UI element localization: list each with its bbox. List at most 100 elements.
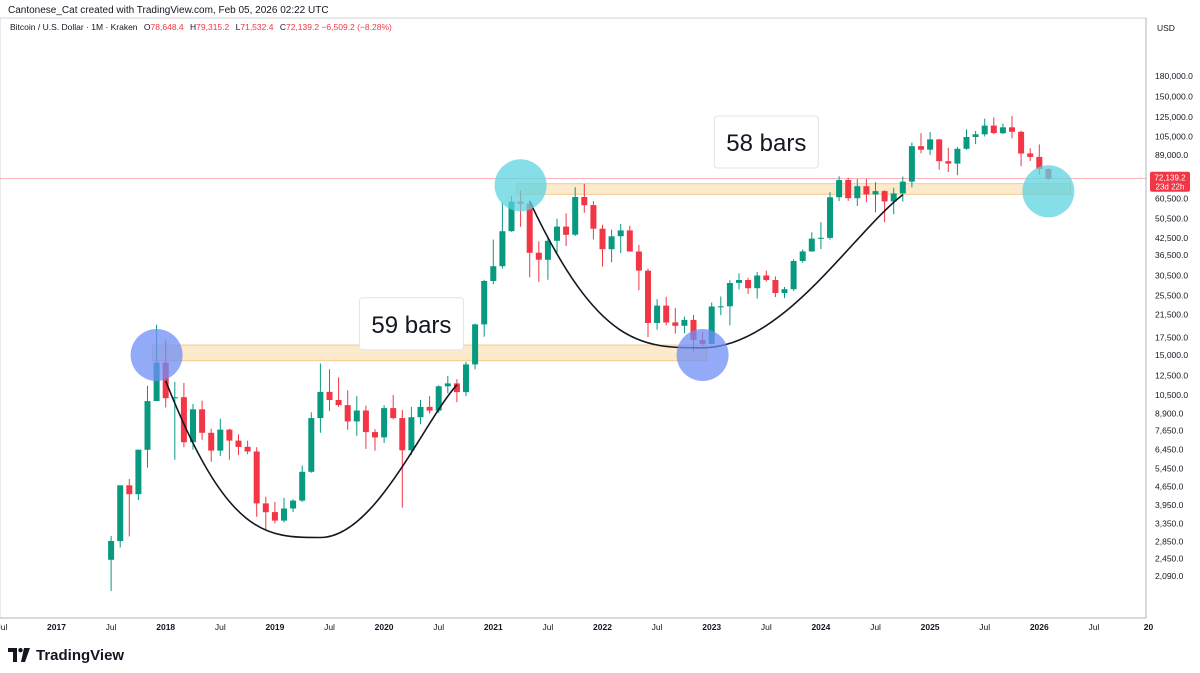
candle-body[interactable]: [772, 280, 779, 293]
candle-body[interactable]: [754, 275, 761, 289]
candle-body[interactable]: [927, 139, 934, 150]
candle-body[interactable]: [117, 485, 124, 542]
candle-body[interactable]: [508, 201, 515, 232]
candle-body[interactable]: [799, 251, 806, 261]
candle-body[interactable]: [1018, 131, 1025, 154]
candle-body[interactable]: [190, 409, 196, 443]
candle-body[interactable]: [590, 205, 597, 229]
candle-body[interactable]: [908, 146, 915, 182]
candle-body[interactable]: [617, 230, 624, 237]
candle-body[interactable]: [299, 471, 306, 501]
candle-body[interactable]: [490, 266, 497, 281]
candle-body[interactable]: [217, 429, 224, 451]
candle-body[interactable]: [745, 280, 752, 289]
candle-body[interactable]: [262, 503, 269, 513]
candle-body[interactable]: [635, 251, 642, 271]
candle-body[interactable]: [645, 270, 651, 323]
candle-body[interactable]: [344, 405, 351, 422]
candle-body[interactable]: [681, 319, 688, 326]
bars-count-callout[interactable]: 59 bars: [358, 297, 464, 351]
tradingview-branding[interactable]: TradingView: [8, 644, 124, 666]
candle-body[interactable]: [381, 408, 388, 438]
candle-body[interactable]: [472, 324, 479, 365]
candle-body[interactable]: [417, 406, 424, 418]
candle-body[interactable]: [945, 161, 952, 164]
bars-count-callout[interactable]: 58 bars: [713, 115, 819, 169]
candle-body[interactable]: [244, 446, 251, 452]
candle-body[interactable]: [554, 226, 560, 241]
candle-body[interactable]: [954, 148, 961, 164]
candle-body[interactable]: [808, 238, 815, 252]
candle-body[interactable]: [763, 275, 770, 281]
candle-body[interactable]: [736, 280, 742, 283]
candle-body[interactable]: [253, 451, 260, 504]
candle-body[interactable]: [153, 362, 160, 401]
candle-body[interactable]: [827, 197, 833, 238]
candle-body[interactable]: [999, 127, 1006, 134]
candle-body[interactable]: [444, 383, 451, 387]
candle-body[interactable]: [481, 281, 488, 325]
candle-body[interactable]: [526, 203, 533, 253]
candle-body[interactable]: [362, 410, 369, 433]
candle-body[interactable]: [463, 364, 469, 393]
candle-body[interactable]: [1009, 127, 1015, 132]
highlight-circle[interactable]: [130, 329, 183, 381]
candle-body[interactable]: [326, 391, 333, 400]
candle-body[interactable]: [890, 193, 897, 202]
candle-body[interactable]: [717, 306, 724, 308]
candle-body[interactable]: [399, 418, 406, 451]
candle-body[interactable]: [854, 186, 861, 199]
candle-body[interactable]: [918, 146, 924, 150]
candle-body[interactable]: [235, 440, 242, 447]
candle-body[interactable]: [335, 400, 342, 406]
candle-body[interactable]: [271, 512, 278, 521]
candle-body[interactable]: [435, 386, 442, 411]
candle-body[interactable]: [162, 362, 169, 399]
candle-body[interactable]: [199, 409, 206, 433]
candle-body[interactable]: [1036, 156, 1043, 169]
candle-body[interactable]: [180, 397, 187, 443]
candle-body[interactable]: [353, 410, 360, 422]
candle-body[interactable]: [572, 197, 579, 235]
candle-body[interactable]: [208, 432, 215, 451]
candle-body[interactable]: [226, 429, 233, 441]
candle-body[interactable]: [654, 305, 661, 323]
candle-body[interactable]: [936, 139, 943, 162]
candle-body[interactable]: [171, 397, 178, 399]
candle-body[interactable]: [836, 180, 843, 198]
candle-body[interactable]: [708, 306, 715, 344]
candle-body[interactable]: [608, 236, 615, 250]
candle-body[interactable]: [817, 237, 824, 239]
candle-body[interactable]: [390, 408, 397, 419]
candle-body[interactable]: [581, 197, 588, 206]
candle-body[interactable]: [281, 508, 287, 521]
candle-body[interactable]: [881, 191, 888, 202]
candle-body[interactable]: [690, 319, 697, 340]
resistance-zone[interactable]: [516, 183, 1071, 195]
candle-body[interactable]: [535, 252, 542, 260]
candle-body[interactable]: [863, 186, 870, 195]
candle-body[interactable]: [135, 449, 142, 495]
candle-body[interactable]: [317, 391, 324, 419]
candle-body[interactable]: [963, 137, 970, 149]
candle-body[interactable]: [663, 305, 670, 323]
candle-body[interactable]: [790, 261, 797, 290]
candle-body[interactable]: [408, 417, 415, 451]
candle-body[interactable]: [1027, 153, 1034, 157]
candle-body[interactable]: [453, 383, 460, 393]
cup-arc[interactable]: [164, 380, 458, 539]
candle-body[interactable]: [126, 485, 133, 495]
candle-body[interactable]: [899, 181, 906, 194]
candle-body[interactable]: [499, 231, 506, 267]
candle-body[interactable]: [144, 401, 151, 450]
cup-arc[interactable]: [528, 194, 904, 349]
candle-body[interactable]: [990, 125, 997, 134]
candle-body[interactable]: [108, 541, 115, 560]
candle-body[interactable]: [599, 228, 606, 250]
candle-body[interactable]: [290, 500, 297, 509]
candle-body[interactable]: [781, 289, 788, 293]
highlight-circle[interactable]: [676, 329, 729, 381]
candle-body[interactable]: [626, 230, 633, 252]
candle-body[interactable]: [872, 191, 879, 195]
candle-body[interactable]: [972, 134, 979, 137]
